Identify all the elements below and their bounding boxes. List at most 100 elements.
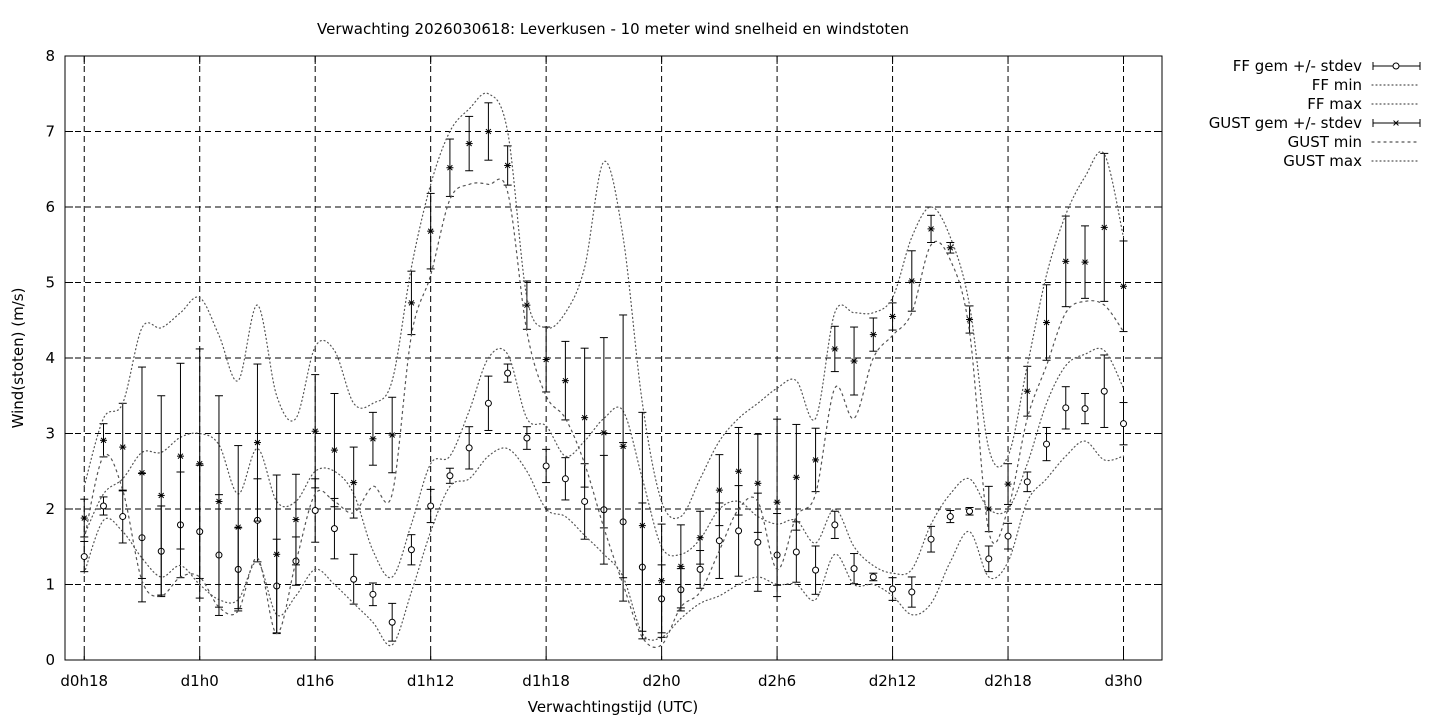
data-point [812,457,819,463]
y-tick-label: 1 [45,576,55,594]
data-point [523,434,531,442]
data-point [1101,224,1108,231]
data-point [370,435,376,442]
data-point [620,443,626,450]
data-point [1004,532,1012,540]
data-point [446,472,454,480]
x-tick-label: d2h18 [984,672,1032,690]
data-point [408,300,415,306]
data-point [1023,478,1031,486]
data-point [235,524,242,530]
data-point [909,278,915,284]
data-point [331,447,338,453]
data-point [465,444,473,452]
x-tick-label: d1h12 [407,672,455,690]
data-point [1062,404,1070,412]
data-point [312,428,318,435]
data-point [562,377,569,384]
legend-label: GUST max [1283,152,1362,170]
data-point [1100,387,1108,395]
data-point [946,513,954,521]
data-point [735,468,742,475]
data-point [504,162,511,169]
x-tick-label: d2h12 [869,672,917,690]
data-point [466,140,472,147]
data-point [447,164,453,171]
legend-label: GUST gem +/- stdev [1209,114,1362,132]
data-point [927,535,935,543]
data-point [755,480,761,487]
data-point [484,399,492,407]
data-point [543,356,549,363]
data-point [1082,259,1088,265]
data-point [485,128,492,135]
data-point [504,369,512,377]
data-point [639,522,646,529]
data-point [196,460,203,467]
data-point [254,439,261,446]
data-point [908,588,916,596]
x-tick-label: d3h0 [1104,672,1142,690]
data-point [1062,258,1069,265]
data-point [601,429,607,436]
data-point [716,487,723,493]
data-point [832,346,838,352]
data-point [389,432,395,438]
data-point [311,507,319,515]
legend-label: FF gem +/- stdev [1233,57,1362,75]
data-point [793,474,800,481]
x-tick-label: d1h6 [296,672,334,690]
legend-marker [1393,120,1399,126]
data-point [1043,319,1050,326]
chart-title: Verwachting 2026030618: Leverkusen - 10 … [317,20,909,38]
series-line [83,440,1125,647]
data-point [851,358,857,364]
data-point [947,244,954,251]
data-point [928,226,934,232]
data-point [831,521,839,529]
series-gust-gem-stdev [80,102,1128,640]
x-tick-label: d2h6 [758,672,796,690]
data-point [177,453,184,459]
x-tick-label: d1h18 [522,672,570,690]
data-point [100,437,107,444]
y-tick-label: 6 [45,198,55,216]
x-tick-label: d1h0 [181,672,219,690]
data-point [561,475,569,483]
data-point [715,537,723,545]
data-point [81,515,88,521]
data-point [985,555,993,563]
grid [65,56,1162,660]
data-point [427,228,434,234]
data-point [1120,283,1127,290]
data-point [350,479,357,486]
data-point [581,414,588,421]
data-point [119,444,126,450]
data-point [273,551,280,558]
data-point [350,575,358,583]
data-point [678,563,684,570]
data-point [388,618,396,626]
data-point [99,502,107,510]
data-point [792,548,800,556]
data-point [1005,481,1011,487]
data-point [812,566,820,574]
y-tick-label: 5 [45,274,55,292]
data-point [216,498,222,505]
legend-label: FF max [1307,95,1362,113]
data-point [850,565,858,573]
data-point [1043,440,1051,448]
data-point [870,331,877,338]
y-axis-label: Wind(stoten) (m/s) [9,288,27,429]
data-point [542,462,550,470]
data-point [1081,405,1089,413]
data-point [139,469,145,476]
data-point [1120,420,1128,428]
data-point [889,313,896,320]
series-ff-max [83,347,1125,579]
data-point [869,573,877,581]
data-point [735,527,743,535]
series-ff-min [83,440,1125,647]
data-point [524,302,530,308]
